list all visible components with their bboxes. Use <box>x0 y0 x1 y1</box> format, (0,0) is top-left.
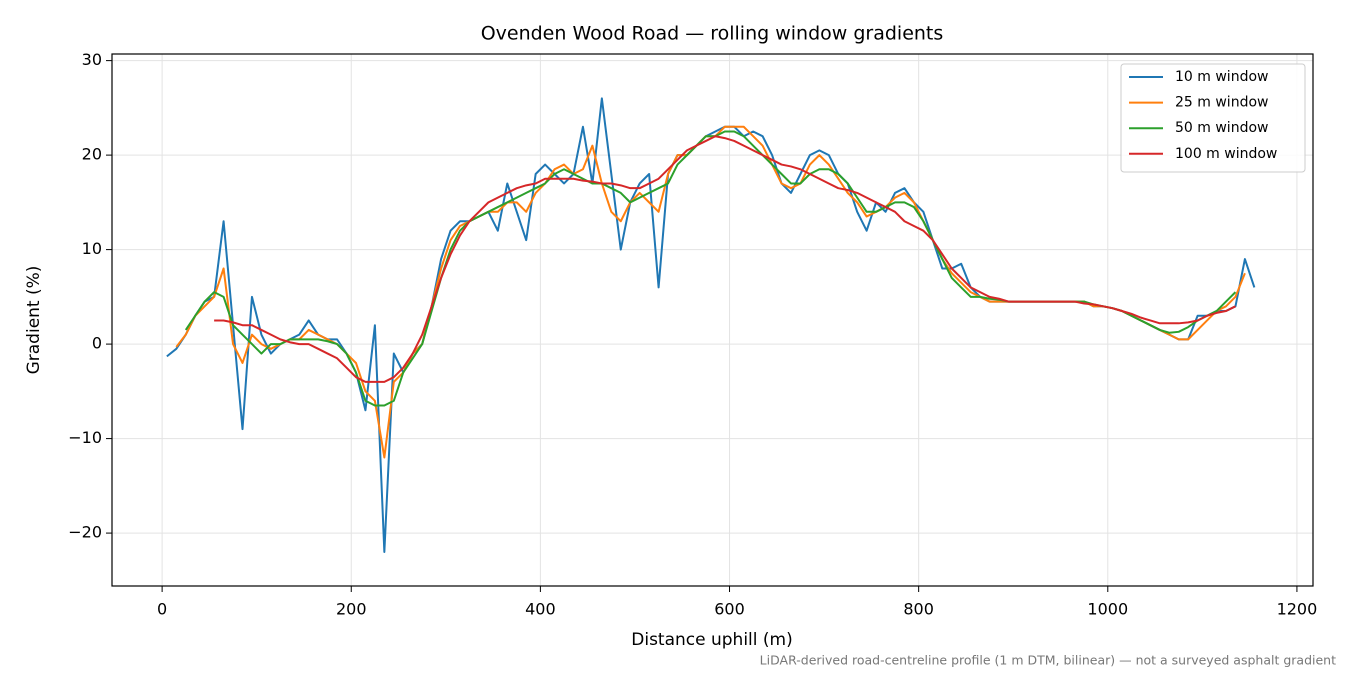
legend-box <box>1120 63 1306 173</box>
y-tick-label: 0 <box>92 334 102 353</box>
chart-title: Ovenden Wood Road — rolling window gradi… <box>481 23 944 45</box>
y-tick-label: 30 <box>82 50 102 69</box>
y-tick-label: −20 <box>68 523 102 542</box>
series-line <box>175 125 1246 459</box>
y-axis-label: Gradient (%) <box>24 266 44 375</box>
x-tick-label: 600 <box>714 600 745 619</box>
legend-label: 100 m window <box>1175 146 1277 162</box>
legend-label: 25 m window <box>1175 95 1268 111</box>
series-line <box>214 135 1236 383</box>
x-axis-label: Distance uphill (m) <box>631 630 792 650</box>
series-line <box>166 97 1256 553</box>
legend-label: 50 m window <box>1175 120 1268 136</box>
y-tick-label: 20 <box>82 145 102 164</box>
x-tick-label: 800 <box>903 600 934 619</box>
x-tick-label: 1000 <box>1087 600 1128 619</box>
x-tick-label: 200 <box>336 600 367 619</box>
y-tick-label: 10 <box>82 239 102 258</box>
footnote: LiDAR-derived road-centreline profile (1… <box>760 653 1336 668</box>
plot-frame <box>111 53 1314 587</box>
y-tick-label: −10 <box>68 428 102 447</box>
x-tick-label: 0 <box>157 600 167 619</box>
x-tick-label: 1200 <box>1277 600 1318 619</box>
legend-label: 10 m window <box>1175 69 1268 85</box>
x-tick-label: 400 <box>525 600 556 619</box>
